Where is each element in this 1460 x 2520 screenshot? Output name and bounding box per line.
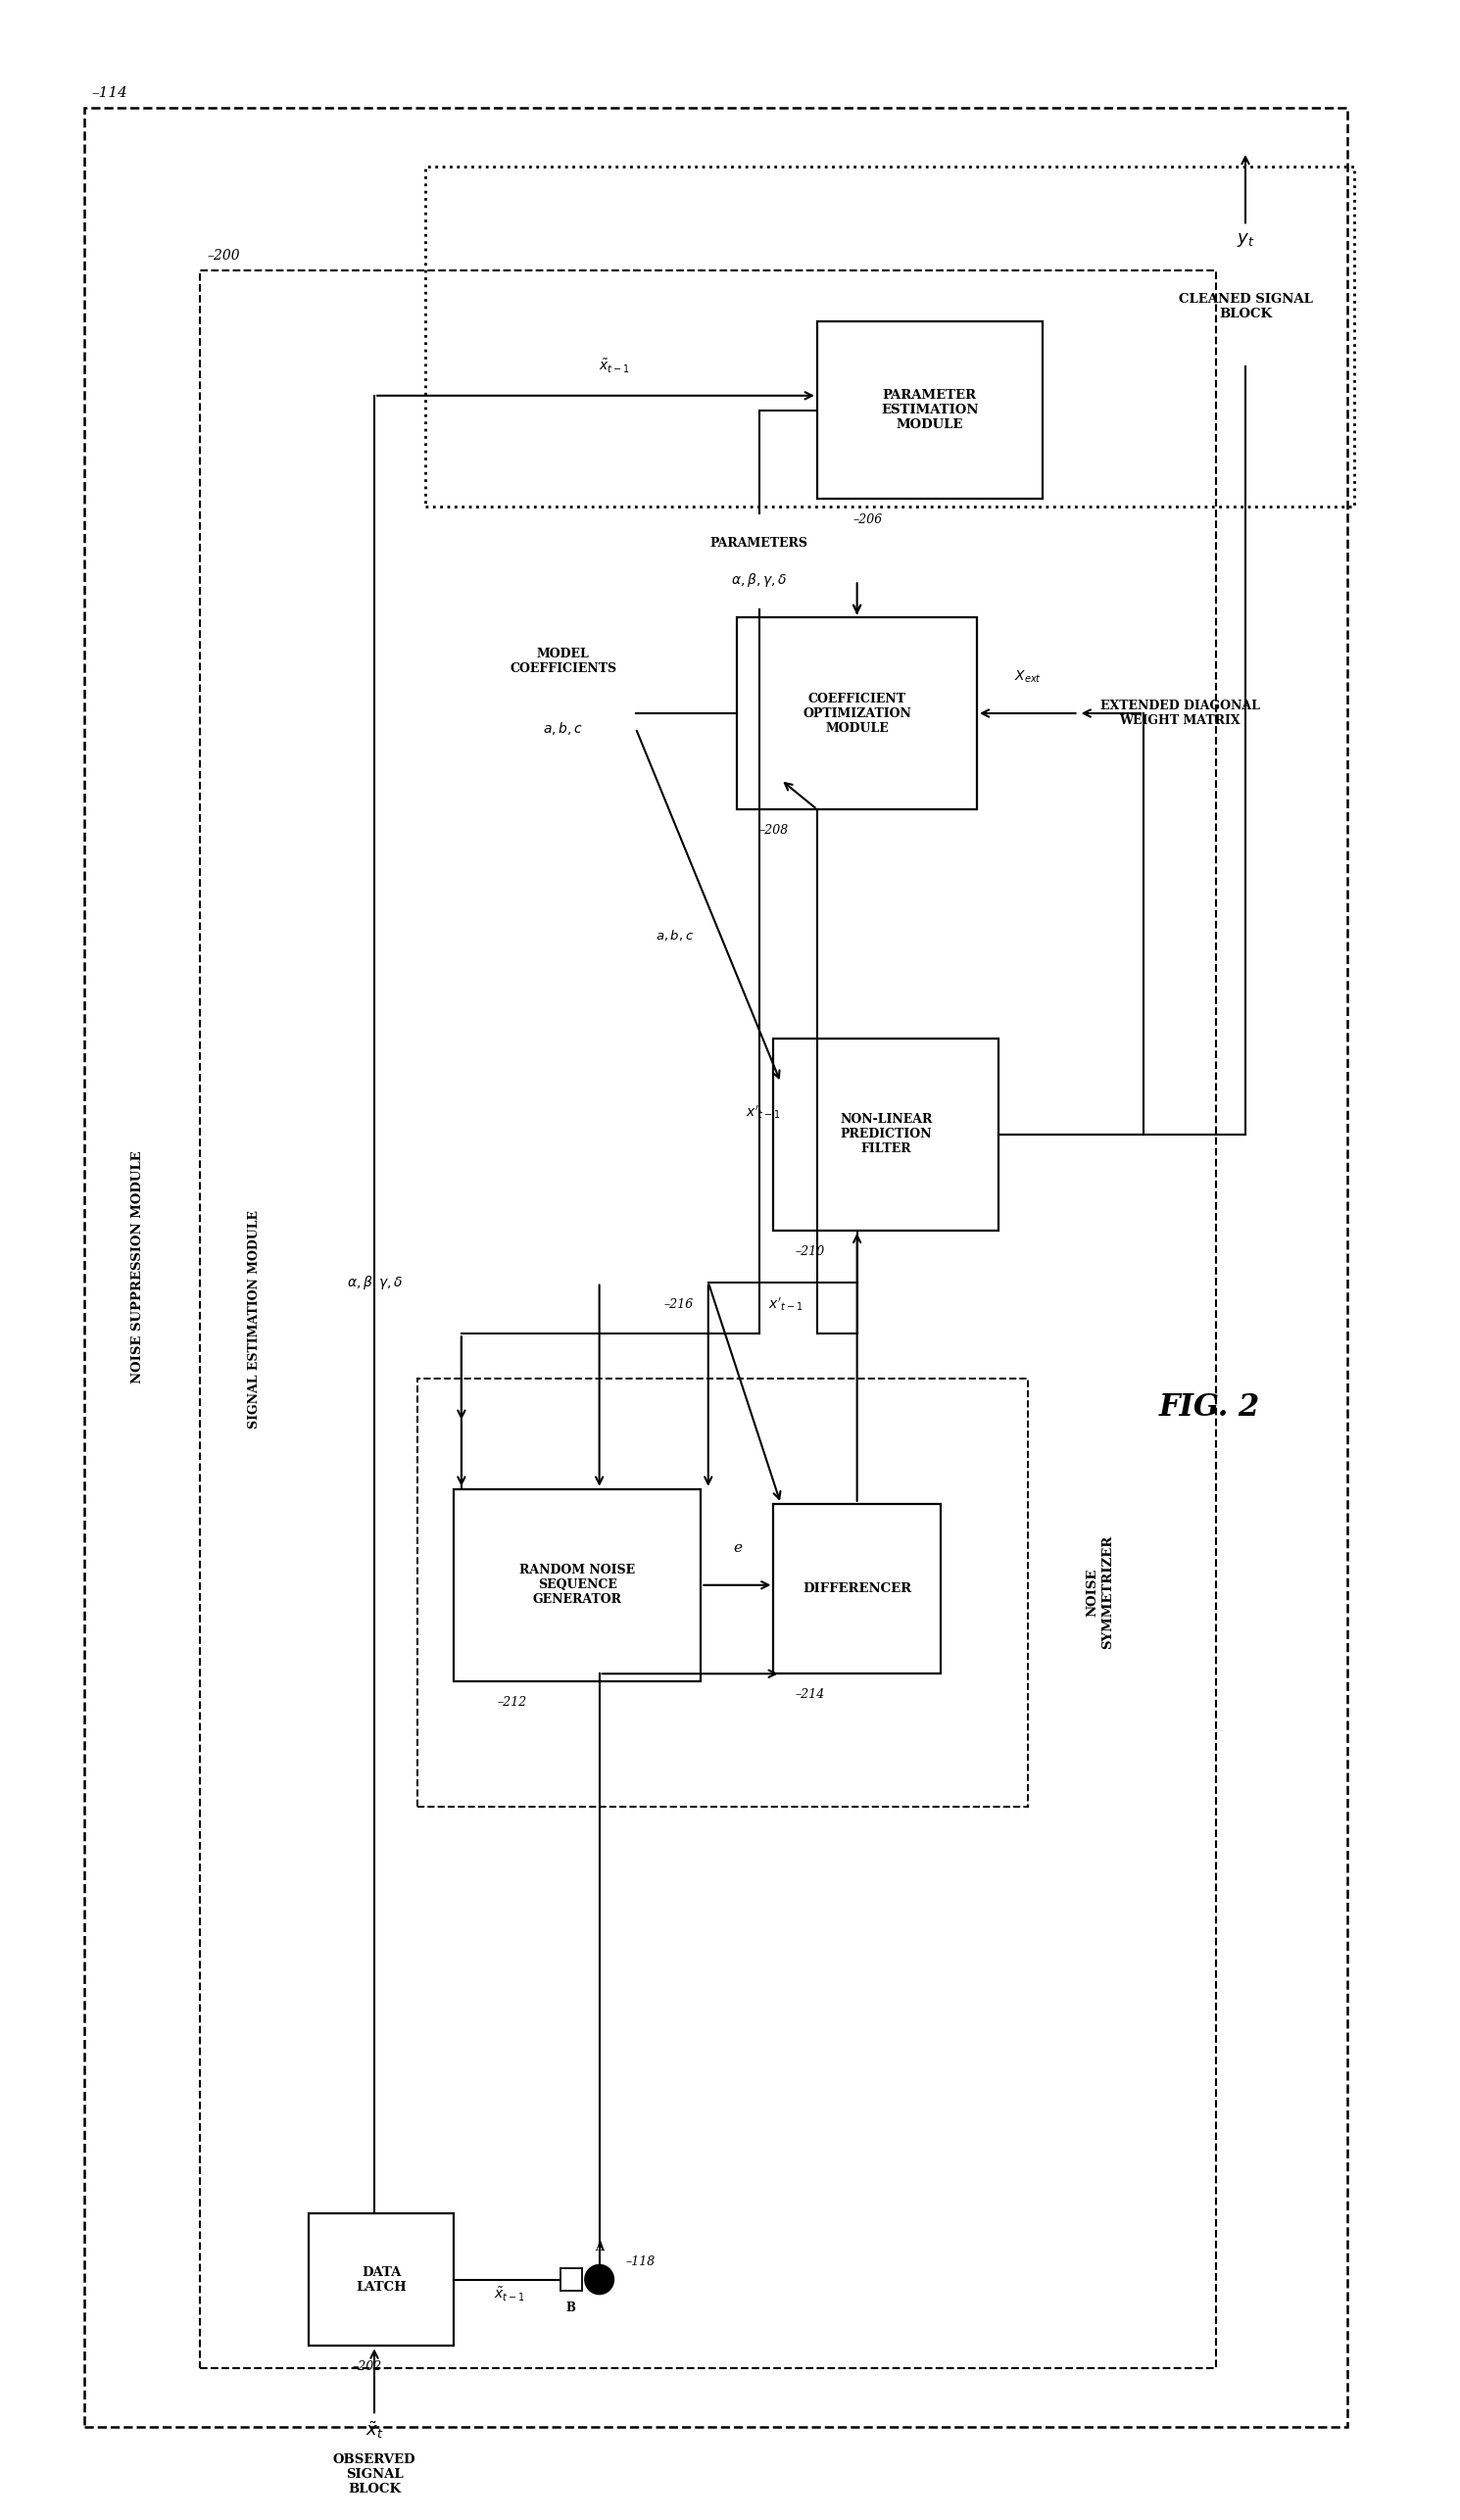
Text: B: B — [566, 2301, 575, 2316]
Text: EXTENDED DIAGONAL
WEIGHT MATRIX: EXTENDED DIAGONAL WEIGHT MATRIX — [1101, 701, 1260, 728]
Text: $X_{ext}$: $X_{ext}$ — [1013, 668, 1041, 685]
Text: –114: –114 — [91, 86, 127, 101]
Text: PARAMETERS: PARAMETERS — [710, 537, 807, 549]
Text: $x'_{t-1}$: $x'_{t-1}$ — [746, 1104, 781, 1121]
Text: NON-LINEAR
PREDICTION
FILTER: NON-LINEAR PREDICTION FILTER — [839, 1114, 933, 1157]
Text: CLEANED SIGNAL
BLOCK: CLEANED SIGNAL BLOCK — [1178, 292, 1313, 320]
Text: –210: –210 — [796, 1245, 825, 1257]
Bar — [737, 617, 977, 809]
Text: –118: –118 — [625, 2255, 656, 2268]
Text: COEFFICIENT
OPTIMIZATION
MODULE: COEFFICIENT OPTIMIZATION MODULE — [803, 693, 911, 733]
Text: NOISE SUPPRESSION MODULE: NOISE SUPPRESSION MODULE — [131, 1152, 145, 1383]
Bar — [454, 1489, 701, 1681]
Bar — [561, 2268, 583, 2291]
Bar — [818, 323, 1042, 499]
Text: NOISE
SYMMETRIZER: NOISE SYMMETRIZER — [1086, 1535, 1114, 1651]
Text: $\alpha, \beta, \gamma, \delta$: $\alpha, \beta, \gamma, \delta$ — [347, 1273, 403, 1290]
Text: SIGNAL ESTIMATION MODULE: SIGNAL ESTIMATION MODULE — [247, 1210, 260, 1429]
Text: e: e — [733, 1542, 742, 1555]
Text: FIG. 2: FIG. 2 — [1159, 1394, 1260, 1424]
Bar — [83, 108, 1348, 2427]
Text: –208: –208 — [759, 824, 788, 837]
Text: PARAMETER
ESTIMATION
MODULE: PARAMETER ESTIMATION MODULE — [880, 391, 978, 431]
Text: $\tilde{x}_t$: $\tilde{x}_t$ — [365, 2419, 384, 2442]
Text: $\tilde{x}_{t-1}$: $\tilde{x}_{t-1}$ — [599, 358, 629, 375]
Text: MODEL
COEFFICIENTS: MODEL COEFFICIENTS — [510, 648, 616, 675]
Text: A: A — [594, 2240, 604, 2253]
Text: –216: –216 — [664, 1298, 694, 1310]
Text: $a, b, c$: $a, b, c$ — [543, 721, 583, 736]
Text: $\alpha, \beta, \gamma, \delta$: $\alpha, \beta, \gamma, \delta$ — [731, 572, 787, 590]
Text: $\tilde{x}_{t-1}$: $\tilde{x}_{t-1}$ — [493, 2286, 524, 2303]
Bar — [200, 270, 1216, 2369]
Bar — [774, 1504, 940, 1673]
Text: –212: –212 — [498, 1696, 527, 1709]
Text: $y_t$: $y_t$ — [1237, 232, 1254, 249]
Text: –202: –202 — [352, 2361, 383, 2374]
Text: –214: –214 — [796, 1688, 825, 1701]
Text: RANDOM NOISE
SEQUENCE
GENERATOR: RANDOM NOISE SEQUENCE GENERATOR — [520, 1565, 635, 1605]
Text: $x'_{t-1}$: $x'_{t-1}$ — [768, 1295, 803, 1313]
Circle shape — [585, 2265, 613, 2293]
Text: DIFFERENCER: DIFFERENCER — [803, 1583, 911, 1595]
Text: –206: –206 — [854, 514, 883, 527]
Text: OBSERVED
SIGNAL
BLOCK: OBSERVED SIGNAL BLOCK — [333, 2454, 416, 2495]
Bar — [418, 1378, 1028, 1807]
Text: DATA
LATCH: DATA LATCH — [356, 2265, 407, 2293]
Text: –200: –200 — [207, 249, 241, 262]
Text: $a, b, c$: $a, b, c$ — [656, 927, 694, 942]
Bar — [310, 2213, 454, 2346]
Bar — [774, 1038, 999, 1230]
Bar — [425, 166, 1355, 507]
